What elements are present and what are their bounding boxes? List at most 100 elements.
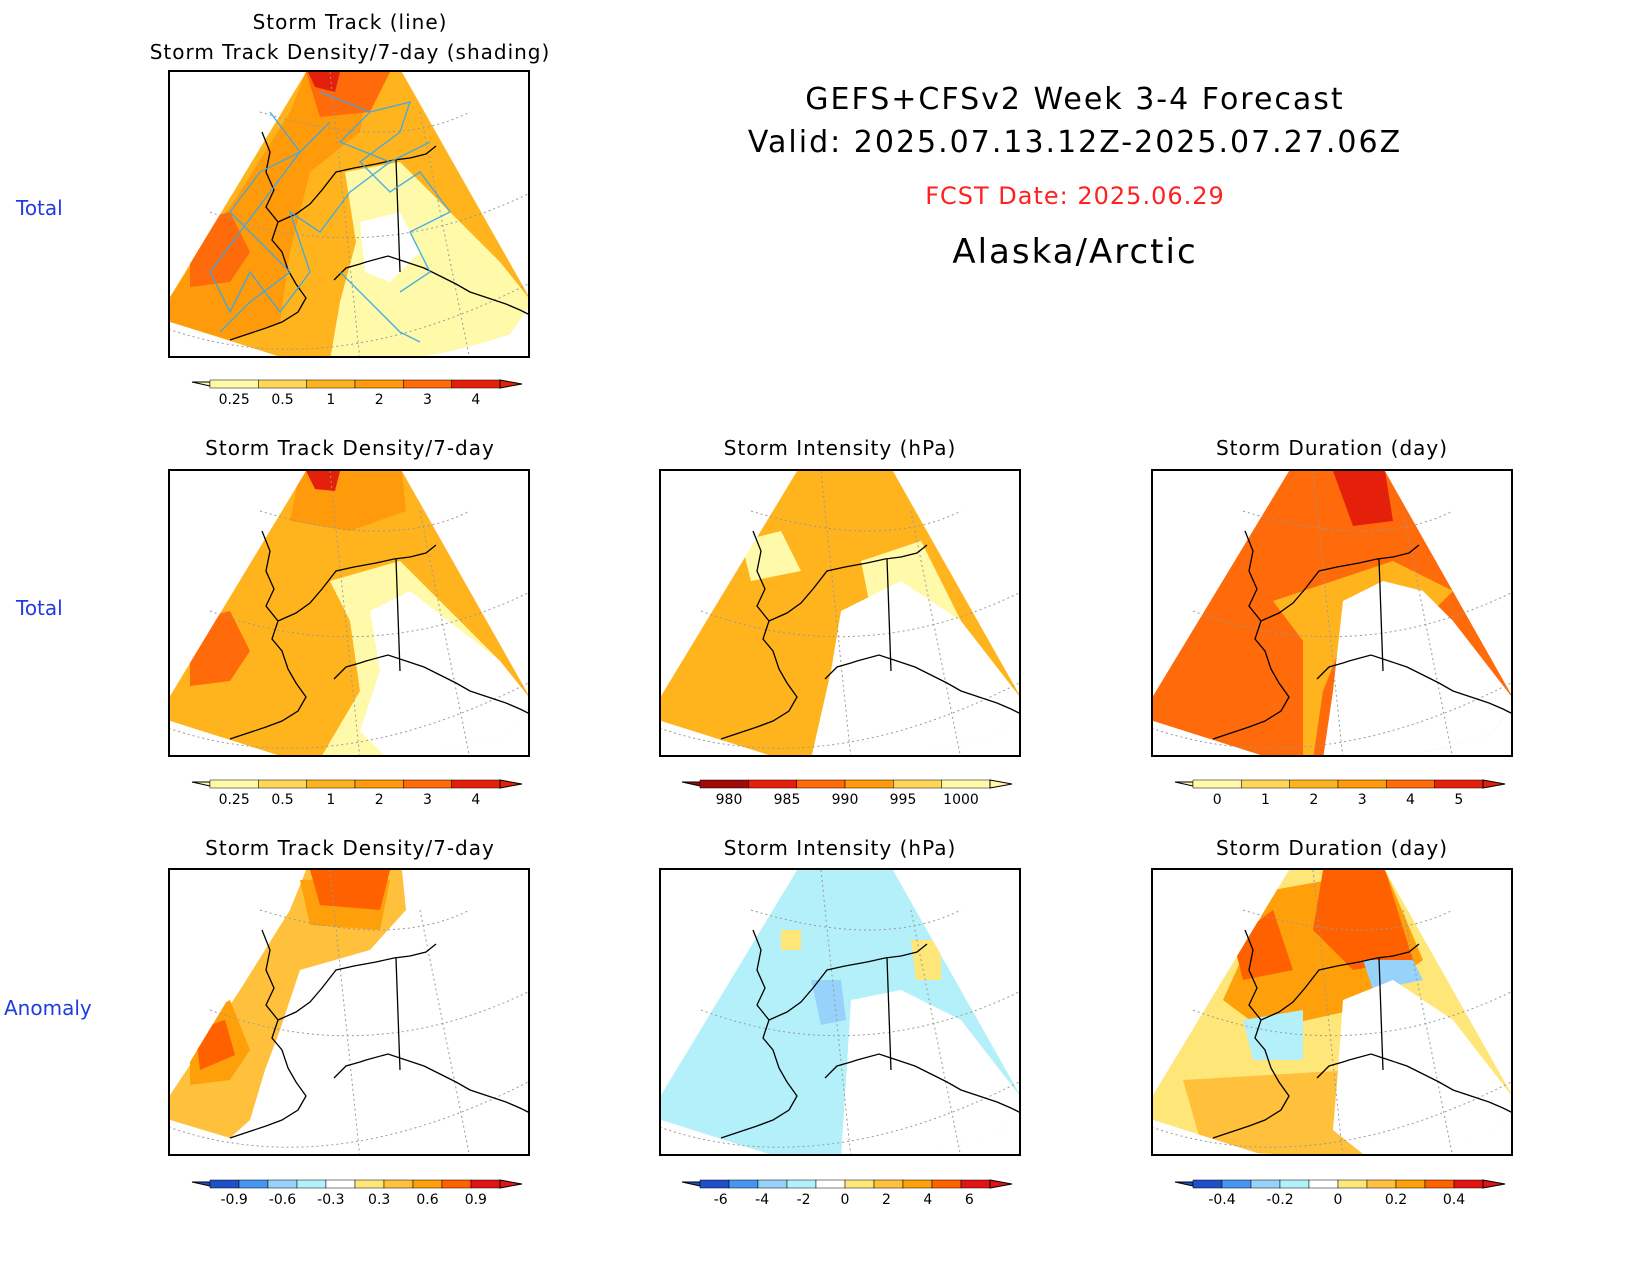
colorbar-tick-label: 0 (841, 1192, 850, 1208)
shading-region (741, 531, 801, 581)
colorbar-arrow-right (1482, 779, 1506, 789)
colorbar-tick-label: 0.25 (219, 392, 250, 408)
shading-region (1323, 581, 1511, 755)
colorbar-swatch (1434, 779, 1484, 789)
colorbar-swatch (1289, 779, 1339, 789)
colorbar-swatch (1221, 1179, 1252, 1189)
colorbar-arrow-left (191, 1181, 211, 1187)
colorbar-swatch (844, 1179, 875, 1189)
colorbar-tick-label: 0 (1213, 792, 1222, 808)
colorbar-swatch (757, 1179, 788, 1189)
colorbar-arrow-right (989, 779, 1013, 789)
colorbar-tick-label: 0.2 (1385, 1192, 1407, 1208)
colorbar-swatch (1395, 1179, 1426, 1189)
colorbar-swatch (815, 1179, 846, 1189)
map-panel-intensity-total (659, 469, 1021, 757)
colorbar-tick-label: 0.3 (368, 1192, 390, 1208)
colorbar-density-total: 0.25 0.5 1 2 3 4 (191, 779, 523, 808)
colorbar-tick-label: 0.5 (271, 392, 293, 408)
colorbar-swatch (728, 1179, 759, 1189)
colorbar-swatch (470, 1179, 501, 1189)
colorbar-swatch (403, 379, 452, 389)
colorbar-swatch (902, 1179, 933, 1189)
colorbar-tick-label: -0.6 (269, 1192, 296, 1208)
colorbar-arrow-left (681, 781, 701, 787)
coastline (1212, 929, 1511, 1139)
colorbar-swatch (354, 779, 404, 789)
colorbar-tick-label: 3 (1358, 792, 1367, 808)
colorbar-swatch (383, 1179, 414, 1189)
storm-track-lines (209, 91, 452, 343)
colorbar-tick-label: 3 (423, 792, 432, 808)
panel-duration-total-title: Storm Duration (day) (1215, 436, 1449, 460)
shading-region (911, 940, 941, 980)
colorbar-swatch (238, 1179, 269, 1189)
colorbar-tick-label: 0.5 (271, 792, 293, 808)
colorbar-tick-label: 4 (923, 1192, 932, 1208)
map-canvas (170, 72, 528, 356)
colorbar-arrow-right (1482, 1179, 1506, 1189)
colorbar-tick-label: 0 (1334, 1192, 1343, 1208)
shading-region (1233, 910, 1293, 980)
colorbar-swatch (1192, 1179, 1223, 1189)
colorbar-swatch (412, 1179, 443, 1189)
colorbar-swatch (1453, 1179, 1484, 1189)
colorbar-swatch (441, 1179, 472, 1189)
colorbar-tick-label: 995 (890, 792, 917, 808)
map-canvas (661, 471, 1019, 755)
shading-layer (170, 471, 528, 755)
shading-layer (1153, 471, 1511, 755)
shading-layer (1153, 870, 1511, 1154)
shading-region (1333, 471, 1393, 526)
shading-region (1333, 980, 1511, 1154)
colorbar-swatch (1192, 779, 1242, 789)
colorbar-arrow-left (1174, 781, 1194, 787)
panel-duration-anomaly-title: Storm Duration (day) (1215, 836, 1449, 860)
colorbar-tick-label: -0.3 (317, 1192, 344, 1208)
colorbar-tick-label: 4 (471, 392, 480, 408)
panel-storm-track-subtitle: Storm Track Density/7-day (shading) (149, 40, 551, 64)
colorbar-tick-label: -0.4 (1208, 1192, 1235, 1208)
colorbar-tick-label: 2 (375, 792, 384, 808)
shading-region (841, 990, 1019, 1154)
colorbar-tick-label: 1000 (943, 792, 979, 808)
shading-region (1363, 960, 1423, 990)
shading-region (360, 212, 420, 282)
colorbar-tick-label: 2 (375, 392, 384, 408)
colorbar-duration-anomaly: -0.4 -0.2 0 0.2 0.4 (1174, 1179, 1506, 1208)
panel-density-anomaly-title: Storm Track Density/7-day (205, 836, 495, 860)
forecast-date: FCST Date: 2025.06.29 (925, 182, 1225, 210)
colorbar-swatch (354, 1179, 385, 1189)
map-canvas (661, 870, 1019, 1154)
colorbar-density-anomaly: -0.9 -0.6 -0.3 0.3 0.6 0.9 (191, 1179, 523, 1208)
coastline (229, 530, 528, 740)
colorbar-swatch (267, 1179, 298, 1189)
colorbar-storm-track: 0.25 0.5 1 2 3 4 (191, 379, 523, 408)
colorbar-swatch (306, 779, 356, 789)
coastline (720, 929, 1019, 1139)
map-panel-duration-total (1151, 469, 1513, 757)
shading-layer (661, 471, 1019, 755)
colorbar-tick-label: -6 (714, 1192, 728, 1208)
coastline (1212, 530, 1511, 740)
colorbar-swatch (786, 1179, 817, 1189)
shading-region (1183, 1070, 1383, 1154)
shading-layer (170, 870, 528, 1154)
colorbar-swatch (931, 1179, 962, 1189)
colorbar-swatch (1241, 779, 1290, 789)
colorbar-swatch (1366, 1179, 1397, 1189)
colorbar-tick-label: 6 (965, 1192, 974, 1208)
map-panel-density-anomaly (168, 868, 530, 1156)
colorbar-arrow-left (191, 381, 211, 387)
colorbar-arrow-right (499, 779, 523, 789)
colorbar-tick-label: 1 (326, 392, 335, 408)
shading-region (360, 591, 528, 755)
colorbar-swatch (296, 1179, 327, 1189)
colorbar-tick-label: 4 (471, 792, 480, 808)
shading-layer (661, 870, 1019, 1154)
colorbar-swatch (209, 1179, 240, 1189)
colorbar-tick-label: 2 (1309, 792, 1318, 808)
colorbar-swatch (354, 379, 404, 389)
colorbar-swatch (796, 779, 846, 789)
colorbar-swatch (941, 779, 991, 789)
